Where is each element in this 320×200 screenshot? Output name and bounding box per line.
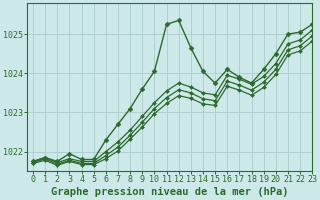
X-axis label: Graphe pression niveau de la mer (hPa): Graphe pression niveau de la mer (hPa) [51, 187, 288, 197]
